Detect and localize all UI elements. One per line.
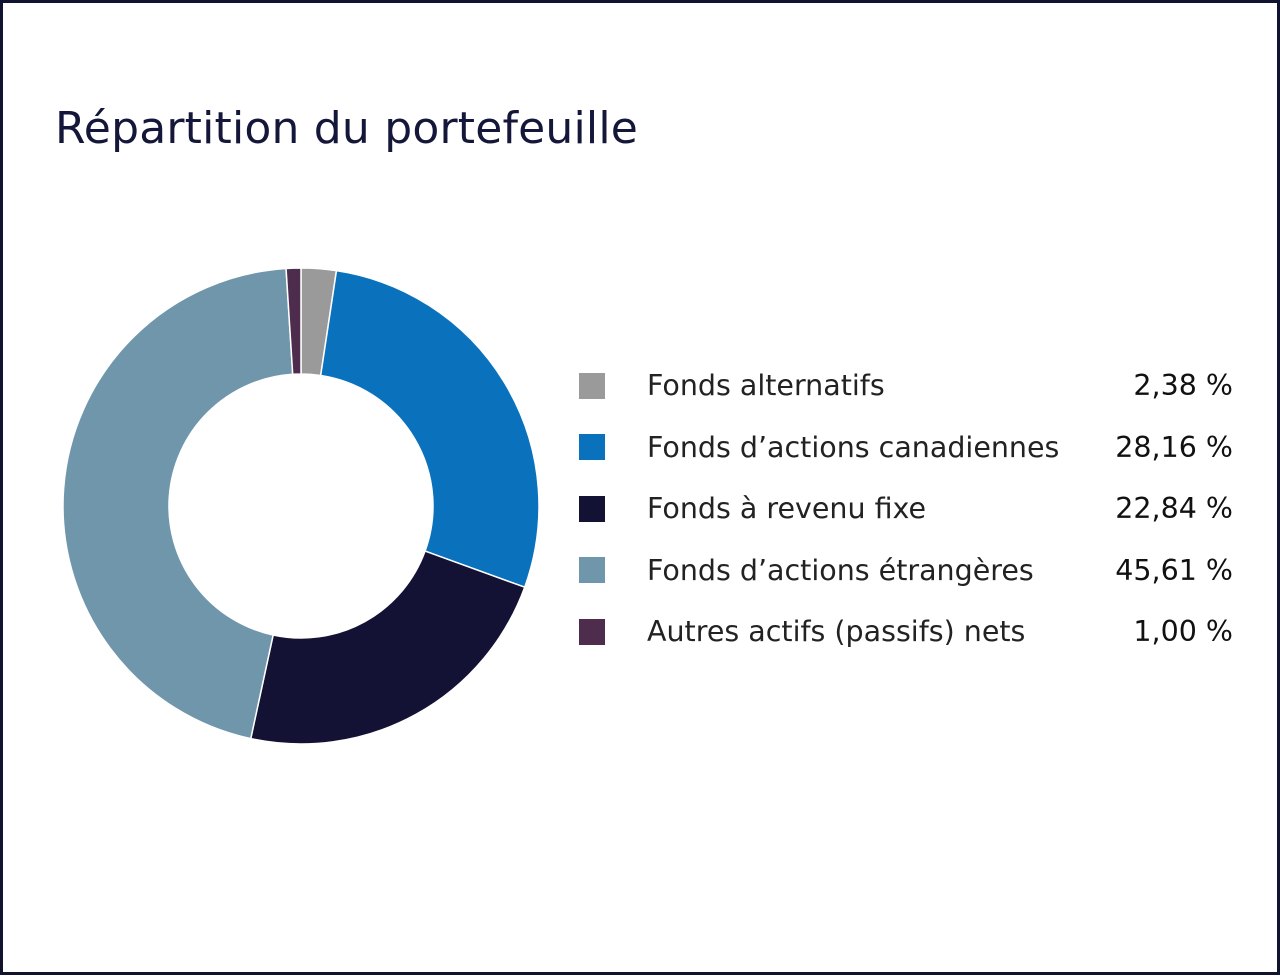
chart-title: Répartition du portefeuille — [55, 103, 639, 154]
legend-item: Fonds d’actions étrangères 45,61 % — [579, 540, 1239, 602]
legend-value: 1,00 % — [1133, 615, 1233, 649]
legend-swatch — [579, 495, 605, 522]
legend-label: Fonds d’actions canadiennes — [647, 430, 1060, 464]
legend-label: Fonds alternatifs — [647, 369, 885, 403]
legend-label: Fonds à revenu fixe — [647, 492, 927, 526]
legend-swatch — [579, 434, 605, 461]
legend-item: Autres actifs (passifs) nets 1,00 % — [579, 601, 1239, 663]
legend-item: Fonds alternatifs 2,38 % — [579, 355, 1239, 417]
donut-slice-2 — [319, 269, 540, 589]
legend-swatch — [579, 557, 605, 584]
legend-item: Fonds à revenu fixe 22,84 % — [579, 478, 1239, 540]
legend-value: 45,61 % — [1115, 553, 1233, 587]
legend-value: 22,84 % — [1115, 492, 1233, 526]
chart-legend: Fonds alternatifs 2,38 % Fonds d’actions c… — [579, 355, 1239, 663]
legend-value: 2,38 % — [1133, 369, 1233, 403]
donut-slice-4 — [62, 267, 294, 740]
legend-value: 28,16 % — [1115, 430, 1233, 464]
legend-swatch — [579, 618, 605, 645]
donut-chart — [62, 267, 540, 745]
legend-item: Fonds d’actions canadiennes 28,16 % — [579, 417, 1239, 479]
donut-slice-5 — [285, 267, 302, 376]
legend-label: Fonds d’actions étrangères — [647, 553, 1034, 587]
donut-slice-3 — [249, 550, 526, 745]
legend-label: Autres actifs (passifs) nets — [647, 615, 1026, 649]
legend-swatch — [579, 372, 605, 399]
